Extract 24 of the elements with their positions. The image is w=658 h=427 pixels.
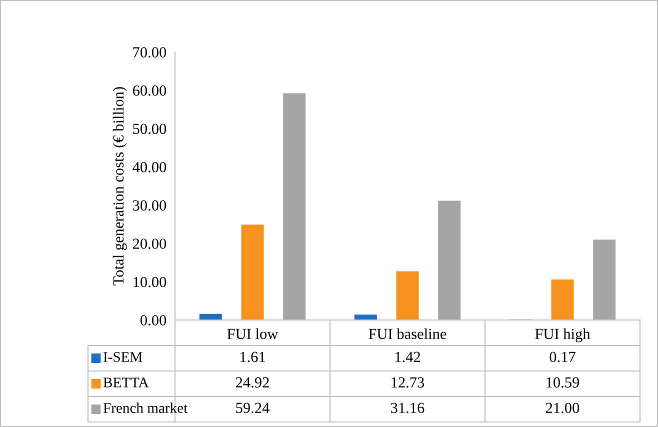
text: 24.92 — [236, 377, 269, 388]
x-tick-label: FUI low — [227, 328, 278, 340]
legend-label: BETTA — [103, 378, 149, 388]
y-tick-label: 0.00 — [140, 315, 166, 326]
x-tick-label: FUI baseline — [368, 328, 446, 340]
x-tick-label: FUI high — [535, 328, 590, 342]
text: 1.61 — [240, 352, 265, 362]
legend-label: French market — [103, 402, 188, 413]
legend-label: I-SEM — [104, 352, 142, 362]
y-tick-label: 10.00 — [134, 276, 166, 288]
text: 59.24 — [236, 402, 270, 414]
text: 10.59 — [546, 377, 580, 388]
text: 1.42 — [395, 352, 420, 362]
text: 31.16 — [391, 402, 424, 414]
y-tick-label: 20.00 — [132, 238, 166, 249]
text: 12.73 — [392, 377, 424, 388]
text: 0.17 — [550, 352, 576, 362]
y-tick-label: 30.00 — [133, 200, 166, 211]
y-tick-label: 40.00 — [132, 162, 166, 172]
y-tick-label: 60.00 — [132, 85, 166, 96]
y-tick-label: 50.00 — [133, 124, 166, 134]
y-tick-label: 70.00 — [133, 47, 166, 58]
y-axis-title: Total generation costs (€ billion) — [112, 87, 127, 286]
text: 21.00 — [546, 402, 580, 414]
